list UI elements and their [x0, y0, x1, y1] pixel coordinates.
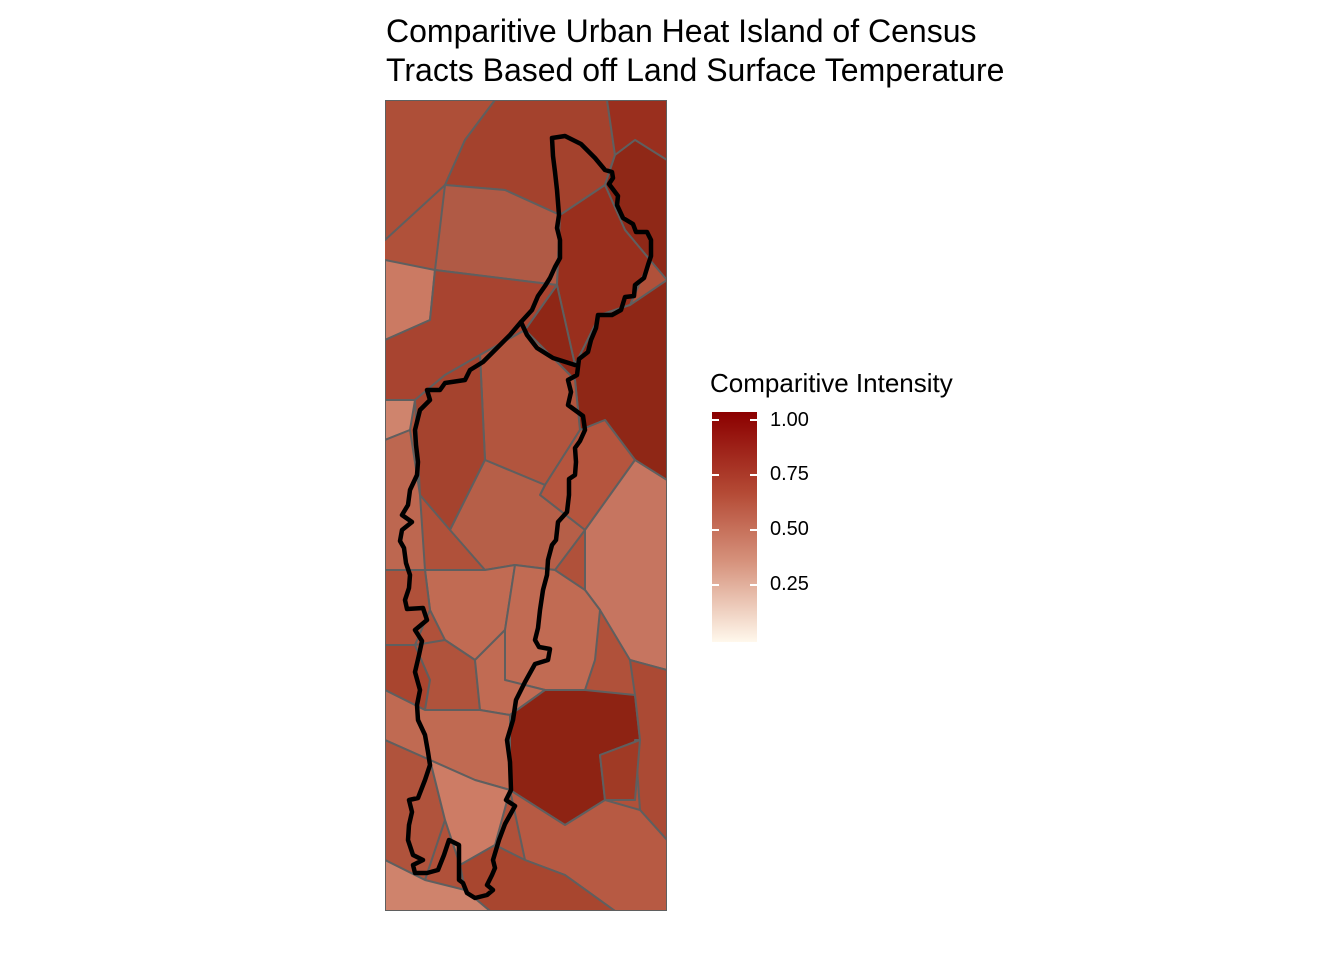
- legend-tick-mark: [712, 529, 719, 531]
- legend-colorbar: [712, 412, 757, 642]
- legend: Comparitive Intensity 1.00 0.75 0.50 0.2…: [710, 368, 1010, 658]
- legend-tick-mark: [750, 419, 757, 421]
- legend-tick-mark: [712, 419, 719, 421]
- legend-title: Comparitive Intensity: [710, 368, 953, 398]
- study-area-outline: [397, 133, 654, 901]
- tract: [385, 429, 426, 571]
- tract: [385, 739, 446, 881]
- title-line-1: Comparitive Urban Heat Island of Census: [386, 13, 977, 49]
- legend-tick-mark: [750, 474, 757, 476]
- legend-tick-mark: [712, 474, 719, 476]
- legend-tick-mark: [750, 529, 757, 531]
- legend-tick-label: 0.25: [770, 573, 809, 595]
- tract: [584, 459, 667, 671]
- legend-tick-label: 0.75: [770, 463, 809, 485]
- title-line-2: Tracts Based off Land Surface Temperatur…: [386, 52, 1005, 88]
- study-area-inner-boundary: [518, 319, 578, 368]
- tract: [599, 739, 641, 801]
- census-tract-map: [385, 100, 667, 911]
- chart-title: Comparitive Urban Heat Island of Census …: [386, 12, 1004, 90]
- legend-tick-mark: [712, 584, 719, 586]
- map-canvas: [385, 100, 667, 911]
- legend-tick-label: 1.00: [770, 409, 809, 431]
- legend-tick-mark: [750, 584, 757, 586]
- legend-tick-label: 0.50: [770, 518, 809, 540]
- tract: [385, 859, 491, 911]
